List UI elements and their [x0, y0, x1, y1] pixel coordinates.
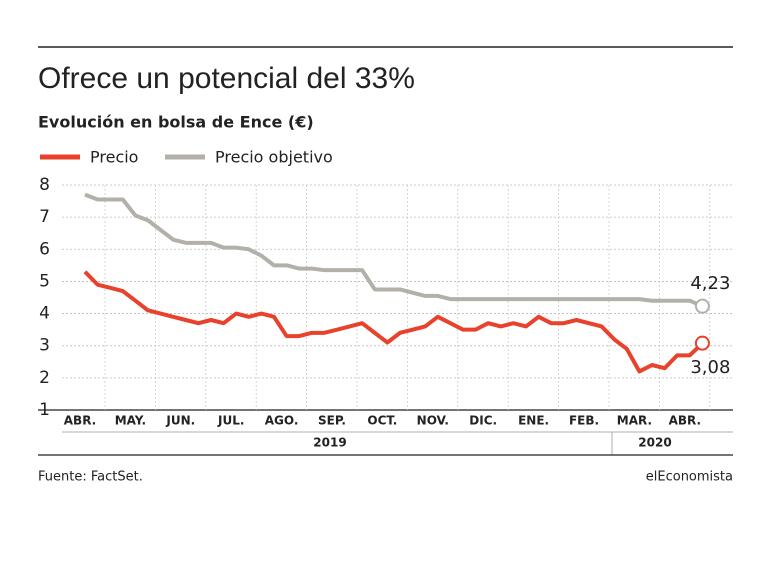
- chart-title: Ofrece un potencial del 33%: [38, 62, 415, 95]
- x-tick-label: OCT.: [367, 414, 397, 428]
- legend-label: Precio objetivo: [215, 148, 333, 167]
- x-tick-label: AGO.: [265, 414, 299, 428]
- x-tick-label: JUL.: [217, 414, 244, 428]
- y-tick-label: 4: [39, 304, 50, 324]
- year-label: 2020: [638, 436, 671, 450]
- chart-subtitle: Evolución en bolsa de Ence (€): [38, 113, 314, 132]
- brand: elEconomista: [646, 470, 733, 485]
- y-tick-label: 5: [39, 271, 50, 291]
- legend-label: Precio: [90, 148, 138, 167]
- year-label: 2019: [313, 436, 346, 450]
- value-label: 4,23: [690, 273, 730, 294]
- y-tick-label: 8: [39, 175, 50, 195]
- x-tick-label: ENE.: [518, 414, 549, 428]
- x-tick-label: ABR.: [669, 414, 701, 428]
- x-tick-label: SEP.: [318, 414, 346, 428]
- series-line: [84, 192, 704, 309]
- x-tick-label: ABR.: [64, 414, 96, 428]
- value-label: 3,08: [690, 357, 730, 378]
- source: Fuente: FactSet.: [38, 470, 143, 485]
- series-line: [83, 270, 704, 374]
- x-tick-label: FEB.: [569, 414, 599, 428]
- y-tick-label: 6: [39, 239, 50, 259]
- x-tick-label: MAY.: [115, 414, 146, 428]
- x-tick-label: JUN.: [165, 414, 195, 428]
- y-tick-label: 2: [39, 368, 50, 388]
- y-tick-label: 1: [39, 400, 50, 420]
- end-marker: [694, 298, 710, 314]
- x-tick-label: DIC.: [469, 414, 497, 428]
- x-tick-label: NOV.: [417, 414, 449, 428]
- y-tick-label: 3: [39, 336, 50, 356]
- x-tick-label: MAR.: [617, 414, 652, 428]
- y-tick-label: 7: [39, 207, 50, 227]
- end-marker: [694, 335, 710, 351]
